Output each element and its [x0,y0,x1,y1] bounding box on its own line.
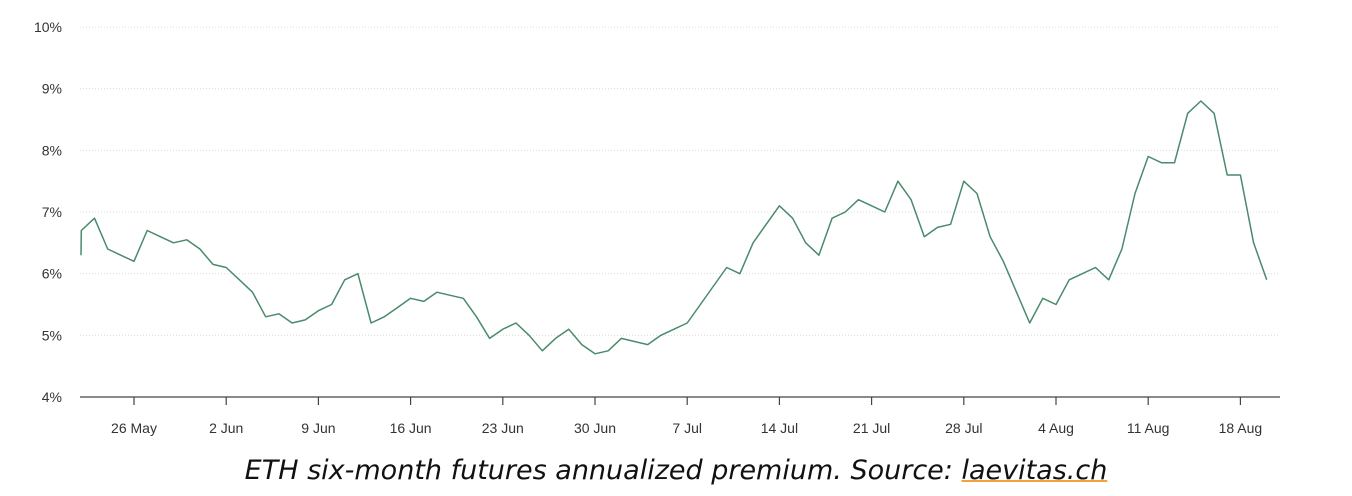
series-line [80,100,1268,355]
y-tick-label: 8% [42,142,62,158]
y-tick-label: 7% [42,204,62,220]
chart-caption: ETH six-month futures annualized premium… [0,455,1352,486]
x-axis-ticks: 26 May 2 Jun 9 Jun 16 Jun 23 Jun 30 Jun 7 Jul 1… [111,397,1262,436]
x-tick-label: 9 Jun [301,420,335,436]
x-tick-label: 26 May [111,420,157,436]
source-link[interactable]: laevitas.ch [961,455,1108,486]
x-tick-label: 21 Jul [853,420,890,436]
x-tick-label: 11 Aug [1127,420,1170,436]
x-tick-label: 28 Jul [945,420,982,436]
x-tick-label: 18 Aug [1219,420,1263,436]
x-tick-label: 30 Jun [574,420,616,436]
y-tick-label: 10% [34,19,62,35]
y-axis-tick-labels: 4% 5% 6% 7% 8% 9% 10% [34,19,62,405]
x-tick-label: 7 Jul [672,420,702,436]
x-tick-label: 4 Aug [1038,420,1074,436]
y-tick-label: 6% [42,266,62,282]
line-chart: 4% 5% 6% 7% 8% 9% 10% 26 May 2 Jun 9 Jun 16 Jun 23… [34,19,1280,436]
x-tick-label: 14 Jul [761,420,798,436]
series-layer [80,100,1268,355]
gridlines [80,26,1280,336]
x-tick-label: 2 Jun [209,420,243,436]
caption-text: ETH six-month futures annualized premium… [244,455,962,486]
x-tick-label: 16 Jun [390,420,432,436]
x-tick-label: 23 Jun [482,420,524,436]
y-tick-label: 9% [42,81,62,97]
y-tick-label: 4% [42,389,62,405]
y-tick-label: 5% [42,327,62,343]
